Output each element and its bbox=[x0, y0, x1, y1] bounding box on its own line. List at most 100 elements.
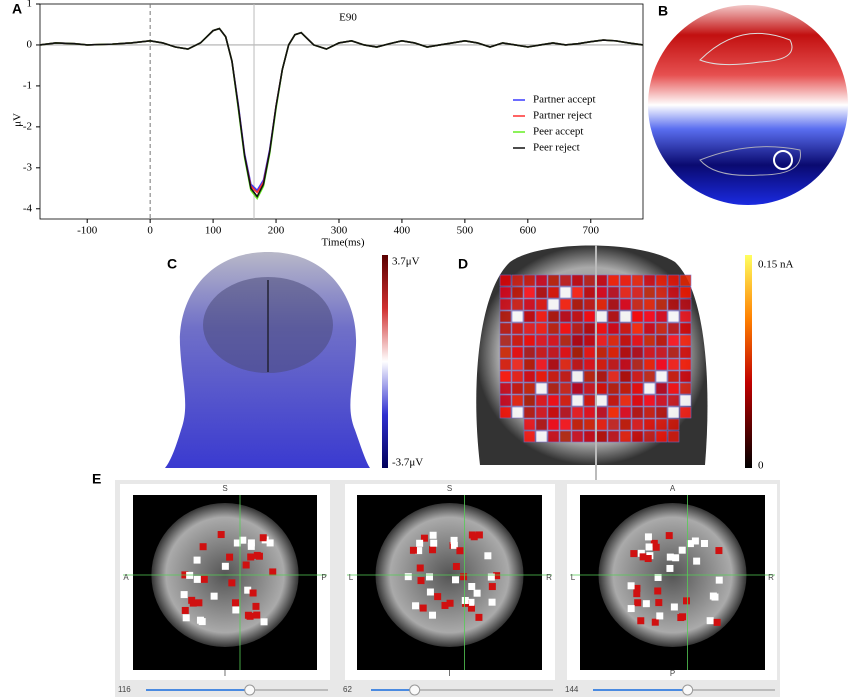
slider-knob[interactable] bbox=[244, 684, 256, 696]
source-cell bbox=[667, 370, 680, 383]
source-cell bbox=[631, 358, 644, 371]
source-cell bbox=[475, 531, 483, 539]
colorbar-label: 0 bbox=[758, 460, 764, 472]
source-cell bbox=[193, 575, 201, 583]
source-cell bbox=[667, 382, 680, 395]
source-cell bbox=[619, 406, 632, 419]
source-cell bbox=[559, 370, 572, 383]
source-cell bbox=[511, 370, 524, 383]
source-cell bbox=[425, 573, 433, 581]
source-cell bbox=[693, 557, 701, 565]
source-cell bbox=[460, 573, 468, 581]
source-cell bbox=[655, 346, 668, 359]
source-cell bbox=[644, 533, 652, 541]
y-tick-label: -2 bbox=[23, 120, 32, 132]
source-cell bbox=[631, 418, 644, 431]
source-cell bbox=[415, 547, 423, 555]
source-cell bbox=[547, 274, 560, 287]
source-cell bbox=[547, 322, 560, 335]
source-cell bbox=[655, 418, 668, 431]
source-cell bbox=[547, 418, 560, 431]
source-cell bbox=[246, 612, 254, 620]
source-cell bbox=[195, 599, 203, 607]
source-cell bbox=[679, 298, 692, 311]
source-cell bbox=[535, 310, 548, 323]
source-cell bbox=[559, 406, 572, 419]
source-cell bbox=[499, 382, 512, 395]
source-cell bbox=[499, 334, 512, 347]
source-cell bbox=[511, 310, 524, 323]
source-cell bbox=[667, 358, 680, 371]
source-cell bbox=[667, 322, 680, 335]
source-cell bbox=[266, 539, 274, 547]
source-cell bbox=[488, 583, 496, 591]
source-cell bbox=[583, 298, 596, 311]
source-cell bbox=[652, 543, 660, 551]
x-tick-label: 0 bbox=[147, 225, 153, 237]
source-cell bbox=[511, 298, 524, 311]
source-cell bbox=[655, 322, 668, 335]
source-cell bbox=[643, 430, 656, 443]
source-cell bbox=[535, 358, 548, 371]
source-cell bbox=[523, 394, 536, 407]
source-cell bbox=[450, 536, 458, 544]
source-cell bbox=[633, 590, 641, 598]
source-cell bbox=[487, 573, 495, 581]
y-tick-label: -3 bbox=[23, 161, 33, 173]
source-cell bbox=[547, 346, 560, 359]
source-cell bbox=[547, 334, 560, 347]
source-cell bbox=[249, 589, 257, 597]
source-cell bbox=[619, 394, 632, 407]
source-cell bbox=[535, 286, 548, 299]
source-cell bbox=[559, 358, 572, 371]
source-cell bbox=[535, 322, 548, 335]
source-cell bbox=[595, 322, 608, 335]
source-cell bbox=[583, 406, 596, 419]
source-cell bbox=[667, 406, 680, 419]
orientation-label: L bbox=[349, 573, 354, 582]
source-cell bbox=[412, 602, 420, 610]
source-cell bbox=[667, 286, 680, 299]
source-cell bbox=[523, 346, 536, 359]
source-cell bbox=[523, 418, 536, 431]
source-cell bbox=[488, 598, 496, 606]
orientation-label: R bbox=[546, 573, 552, 582]
slider-knob[interactable] bbox=[409, 684, 421, 696]
source-cell bbox=[547, 394, 560, 407]
source-cell bbox=[499, 394, 512, 407]
source-cell bbox=[627, 582, 635, 590]
source-cell bbox=[677, 614, 685, 622]
source-cell bbox=[523, 286, 536, 299]
source-cell bbox=[571, 418, 584, 431]
source-cell bbox=[200, 575, 208, 583]
source-cell bbox=[583, 310, 596, 323]
source-cell bbox=[595, 334, 608, 347]
source-cell bbox=[547, 370, 560, 383]
source-cell bbox=[470, 533, 478, 541]
source-cell bbox=[253, 551, 261, 559]
source-cell bbox=[686, 540, 694, 548]
source-cell bbox=[559, 382, 572, 395]
source-cell bbox=[667, 430, 680, 443]
source-cell bbox=[571, 358, 584, 371]
source-cell bbox=[667, 310, 680, 323]
source-cell bbox=[631, 370, 644, 383]
source-cell bbox=[607, 406, 620, 419]
slider-knob[interactable] bbox=[682, 684, 694, 696]
source-cell bbox=[571, 286, 584, 299]
colorbar-label: -3.7μV bbox=[392, 457, 423, 469]
source-cell bbox=[633, 584, 641, 592]
source-cell bbox=[666, 553, 674, 561]
x-tick-label: 700 bbox=[583, 225, 600, 237]
source-cell bbox=[523, 334, 536, 347]
source-cell bbox=[607, 382, 620, 395]
source-cell bbox=[631, 310, 644, 323]
source-cell bbox=[571, 346, 584, 359]
source-cell bbox=[232, 606, 240, 614]
source-cell bbox=[559, 334, 572, 347]
source-cell bbox=[571, 310, 584, 323]
source-cell bbox=[499, 286, 512, 299]
source-cell bbox=[706, 617, 714, 625]
source-cell bbox=[667, 334, 680, 347]
source-cell bbox=[595, 310, 608, 323]
